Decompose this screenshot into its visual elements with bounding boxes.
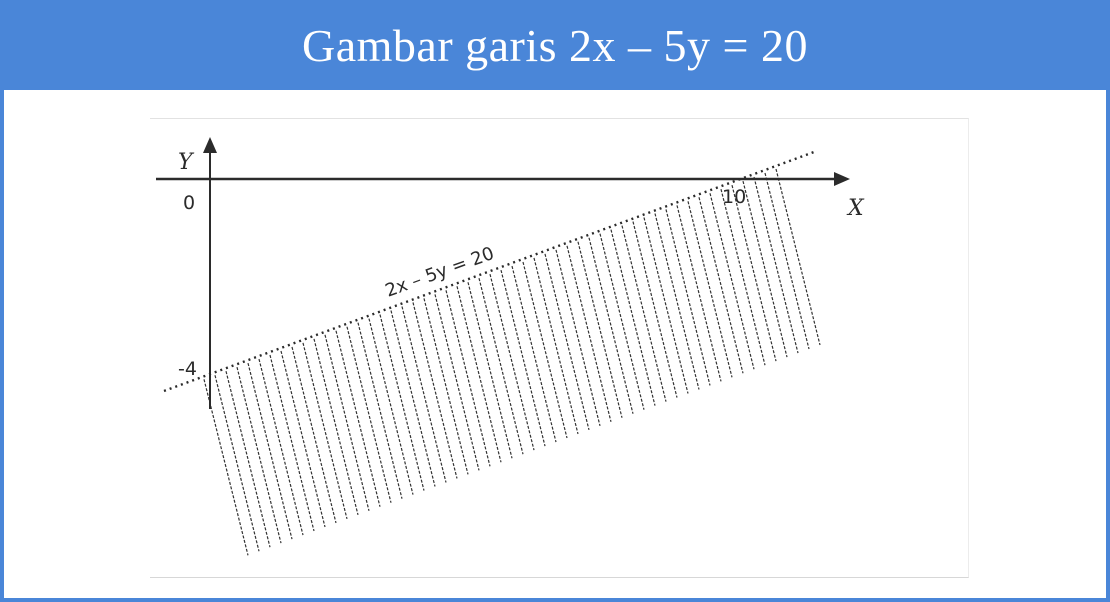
hatch-line [225,371,271,548]
hatch-line [379,314,425,491]
title-bar: Gambar garis 2x – 5y = 20 [4,0,1106,90]
hatch-line [764,172,810,350]
slide-title: Gambar garis 2x – 5y = 20 [301,19,808,71]
hatch-line [401,306,447,483]
hatch-line [423,298,469,475]
hatch-line [555,249,601,427]
x-intercept-label: 10 [722,186,746,208]
hatch-line [269,354,315,532]
hatch-line [676,205,722,382]
hatch-line [709,193,755,370]
hatch-line [643,217,689,394]
hatch-line [467,282,513,459]
hatch-line [412,302,458,479]
x-axis-label: X [846,196,865,221]
graph-figure: Y X 0 10 -4 2x – 5y = 20 [150,118,969,578]
hatch-line [753,176,799,354]
graph-canvas: Y X 0 10 -4 2x – 5y = 20 [156,137,865,556]
hatched-region [203,168,821,556]
hatch-line [445,290,491,467]
hatch-line [775,168,821,346]
hatch-line [313,338,359,515]
hatch-line [434,294,480,471]
hatch-line [621,225,667,402]
hatch-line [500,269,546,447]
y-intercept-label: -4 [178,358,197,380]
hatch-line [577,241,623,418]
hatch-line [654,213,700,390]
hatch-line [544,253,590,431]
equation-label: 2x – 5y = 20 [383,243,497,302]
hatch-line [335,330,381,507]
hatch-line [368,318,414,495]
hatch-line [203,379,249,556]
hatch-line [214,375,260,552]
hatch-line [236,367,282,544]
hatch-line [357,322,403,499]
x-axis-arrow-icon [834,172,850,186]
hatch-line [599,233,645,410]
hatch-line [720,189,766,366]
hatch-line [324,334,370,511]
hatch-line [247,362,293,540]
hatch-line [687,201,733,378]
hatch-line [291,346,337,524]
hatch-line [665,209,711,386]
y-axis-arrow-icon [203,137,217,153]
hatch-line [478,278,524,455]
hatch-line [731,185,777,362]
hatch-line [588,237,634,414]
hatch-line [390,310,436,487]
hatch-line [258,358,304,536]
boundary-line [163,150,815,393]
hatch-line [698,197,744,374]
hatch-line [280,350,326,528]
y-axis-label: Y [178,150,195,175]
hatch-line [346,326,392,503]
hatch-line [632,221,678,398]
hatch-line [533,257,579,435]
hatch-line [566,245,612,422]
hatch-line [511,265,557,443]
hatch-line [522,261,568,439]
hatch-line [610,229,656,406]
hatch-line [489,273,535,451]
hatch-line [742,180,788,358]
hatch-line [302,342,348,520]
hatch-line [456,286,502,463]
origin-label: 0 [183,192,195,214]
